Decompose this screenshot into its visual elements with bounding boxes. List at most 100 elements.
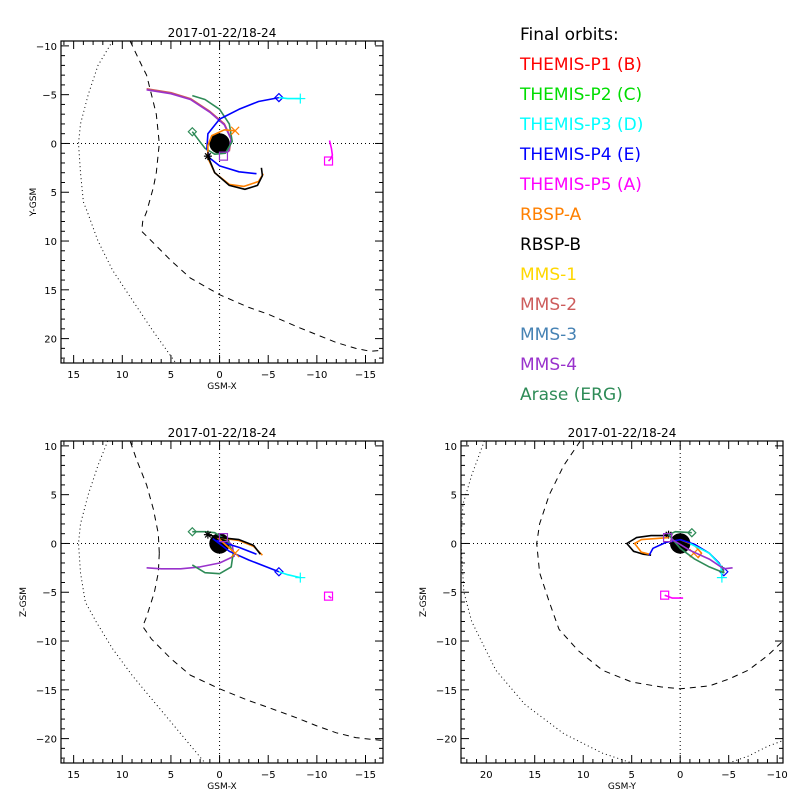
- marker-diamond-arase-erg: [187, 526, 198, 537]
- legend-entry: Arase (ERG): [520, 385, 623, 405]
- legend-title: Final orbits:: [520, 25, 619, 45]
- bow-shock-boundary: [461, 441, 632, 763]
- orbit-themis-p5-a: [327, 140, 334, 162]
- orbit-mms-4: [146, 538, 235, 570]
- y-tick-label: 20: [44, 335, 57, 346]
- bow-shock-boundary: [728, 740, 783, 763]
- y-tick-label: −20: [36, 735, 57, 746]
- legend-entry: THEMIS-P1 (B): [519, 55, 642, 75]
- legend: Final orbits: THEMIS-P1 (B) THEMIS-P2 (C)…: [519, 25, 643, 405]
- plot-frame: [60, 440, 384, 764]
- x-tick-label: −5: [261, 770, 276, 781]
- x-tick-label: 15: [67, 370, 80, 381]
- x-tick-label: 10: [577, 770, 590, 781]
- plot-title: 2017-01-22/18-24: [568, 426, 677, 440]
- marker-diamond-themis-p4-e: [274, 92, 284, 103]
- y-tick-label: 5: [51, 491, 57, 502]
- magnetopause-boundary: [536, 441, 783, 690]
- legend-entry: MMS-3: [520, 325, 577, 345]
- y-tick-label: 5: [451, 491, 457, 502]
- x-tick-label: 10: [116, 370, 129, 381]
- y-tick-label: 0: [451, 539, 457, 550]
- legend-entry: RBSP-A: [520, 205, 582, 225]
- legend-entry: THEMIS-P5 (A): [519, 175, 642, 195]
- orbit-rbsp-b: [207, 533, 262, 555]
- plot-title: 2017-01-22/18-24: [168, 26, 277, 40]
- legend-entry: MMS-4: [520, 355, 577, 375]
- orbit-themis-p4-e: [206, 96, 280, 175]
- x-axis-label: GSM-X: [207, 782, 236, 792]
- y-tick-label: 15: [44, 286, 57, 297]
- orbit-rbsp-a: [633, 536, 669, 555]
- magnetopause-boundary: [129, 41, 383, 352]
- panel-xz-plane: 2017-01-22/18-24 GSM-X Z-GSM 15 10 5 0 −5 −10…: [19, 426, 384, 792]
- earth: [670, 533, 691, 554]
- y-tick-label: 10: [44, 442, 57, 453]
- y-tick-label: 0: [51, 539, 57, 550]
- y-tick-label: −10: [36, 42, 57, 53]
- x-tick-label: 0: [216, 370, 222, 381]
- marker-square-themis-p5-a: [323, 156, 334, 166]
- orbit-themis-p4-e: [212, 537, 280, 573]
- plot-area: [61, 441, 383, 763]
- legend-entry: THEMIS-P2 (C): [519, 85, 642, 105]
- y-tick-label: 0: [51, 139, 57, 150]
- plot-frame: [60, 40, 384, 364]
- marker-plus-themis-p3-d: [295, 93, 306, 104]
- x-axis-label: GSM-Y: [608, 782, 637, 792]
- marker-square-mms-1: [218, 151, 229, 161]
- marker-plus-themis-p3-d: [716, 572, 727, 583]
- marker-square-mms-1: [218, 532, 229, 543]
- orbit-rbsp-b: [207, 155, 264, 191]
- marker-square-themis-p5-a: [660, 590, 670, 600]
- legend-entry: MMS-2: [520, 295, 577, 315]
- plot-area: [461, 441, 783, 763]
- y-tick-label: −5: [42, 588, 57, 599]
- legend-entry: THEMIS-P4 (E): [519, 145, 641, 165]
- marker-x-rbsp-a: [230, 126, 240, 136]
- x-axis-label: GSM-X: [207, 382, 236, 392]
- x-tick-label: 0: [216, 770, 222, 781]
- legend-entry: THEMIS-P3 (D): [519, 115, 643, 135]
- marker-square-themis-p5-a: [323, 591, 334, 601]
- marker-asterisk-rbsp-b: [203, 530, 212, 539]
- y-tick-label: −10: [436, 637, 457, 648]
- orbit-themis-p3-d: [278, 571, 301, 579]
- plot-title: 2017-01-22/18-24: [168, 426, 277, 440]
- y-axis-label: Z-GSM: [19, 587, 29, 617]
- earth: [209, 133, 230, 154]
- plot-area: [61, 41, 383, 363]
- orbit-mms-4: [670, 537, 733, 570]
- y-tick-label: −5: [442, 588, 457, 599]
- x-tick-label: 5: [629, 770, 635, 781]
- x-tick-label: 0: [677, 770, 683, 781]
- y-tick-label: −5: [42, 91, 57, 102]
- y-tick-label: 10: [44, 237, 57, 248]
- x-tick-label: −5: [721, 770, 736, 781]
- marker-x-rbsp-a: [230, 548, 240, 558]
- bow-shock-boundary: [77, 41, 177, 363]
- y-tick-label: −10: [36, 637, 57, 648]
- x-tick-label: 10: [116, 770, 129, 781]
- y-axis-label: Z-GSM: [419, 587, 429, 617]
- legend-entry: RBSP-B: [520, 235, 581, 255]
- x-tick-label: 15: [67, 770, 80, 781]
- magnetopause-boundary: [142, 553, 383, 742]
- marker-diamond-arase-erg: [686, 527, 697, 538]
- y-tick-label: −20: [436, 735, 457, 746]
- panel-xy-plane: 2017-01-22/18-24 GSM-X Y-GSM 15 10 5 0 −5 −10…: [29, 26, 384, 392]
- orbit-themis-p5-a: [664, 594, 684, 599]
- x-tick-label: −5: [261, 370, 276, 381]
- x-tick-label: 15: [528, 770, 541, 781]
- marker-asterisk-rbsp-b: [203, 152, 212, 161]
- x-tick-label: 5: [168, 770, 174, 781]
- x-tick-label: −15: [355, 770, 376, 781]
- x-tick-label: −10: [767, 770, 788, 781]
- y-axis-label: Y-GSM: [29, 188, 39, 217]
- y-tick-label: 5: [51, 188, 57, 199]
- y-tick-label: 10: [444, 442, 457, 453]
- marker-plus-themis-p3-d: [295, 572, 306, 583]
- bow-shock-boundary: [77, 441, 206, 763]
- marker-diamond-arase-erg: [187, 126, 198, 137]
